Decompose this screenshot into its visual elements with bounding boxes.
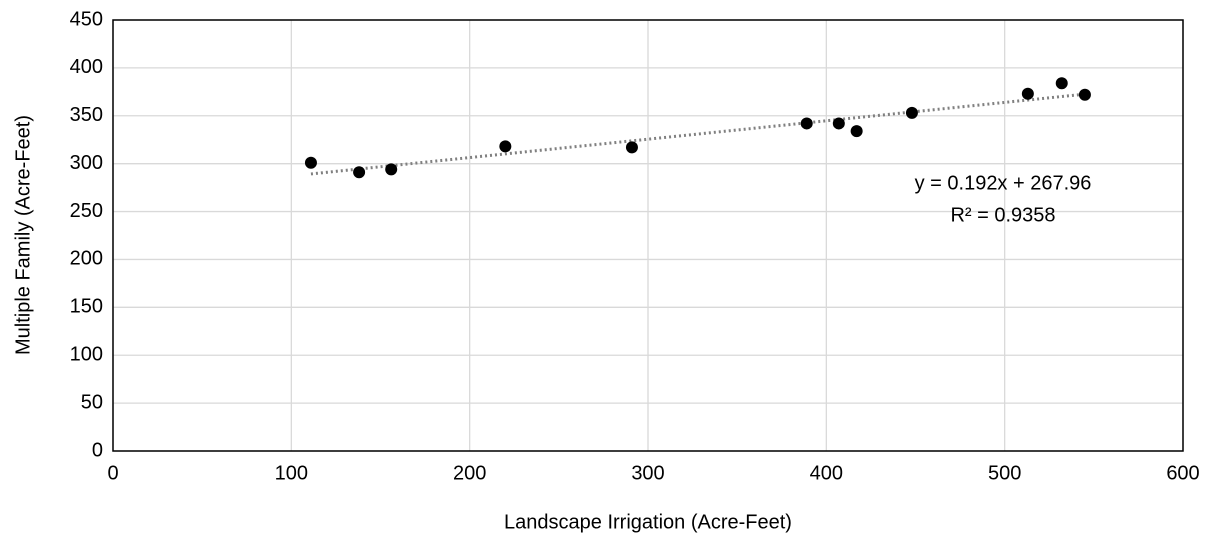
- x-tick-label: 400: [810, 462, 843, 484]
- x-axis-title: Landscape Irrigation (Acre-Feet): [504, 511, 792, 533]
- x-tick-label: 300: [631, 462, 664, 484]
- plot: [304, 77, 1091, 179]
- y-tick-label: 300: [70, 152, 103, 174]
- point: [905, 106, 918, 119]
- y-tick-label: 150: [70, 296, 103, 318]
- y-tick-label: 450: [70, 8, 103, 30]
- point: [800, 117, 813, 130]
- y-tick-label: 100: [70, 344, 103, 366]
- x-tick-label: 100: [275, 462, 308, 484]
- x-tick-label: 500: [988, 462, 1021, 484]
- point: [850, 125, 863, 138]
- point: [832, 117, 845, 130]
- point: [304, 156, 317, 169]
- point: [385, 163, 398, 176]
- point: [625, 141, 638, 154]
- plot-frame: [112, 19, 1184, 452]
- y-tick-label: 200: [70, 248, 103, 270]
- trend-equation: y = 0.192x + 267.96: [915, 172, 1092, 194]
- x-tick-label: 200: [453, 462, 486, 484]
- trend-r-squared: R² = 0.9358: [950, 204, 1055, 226]
- point: [1055, 77, 1068, 90]
- y-tick-label: 350: [70, 104, 103, 126]
- point: [353, 166, 366, 179]
- y-tick-label: 50: [81, 391, 103, 413]
- y-tick-label: 250: [70, 200, 103, 222]
- point: [1078, 88, 1091, 101]
- grid: [112, 19, 1184, 452]
- point: [1021, 87, 1034, 100]
- x-tick-label: 600: [1166, 462, 1199, 484]
- point: [499, 140, 512, 153]
- y-axis-title: Multiple Family (Acre-Feet): [12, 115, 34, 355]
- x-tick-label: 0: [107, 462, 118, 484]
- y-tick-label: 400: [70, 56, 103, 78]
- trendline: [310, 92, 1086, 176]
- y-tick-label: 0: [92, 439, 103, 461]
